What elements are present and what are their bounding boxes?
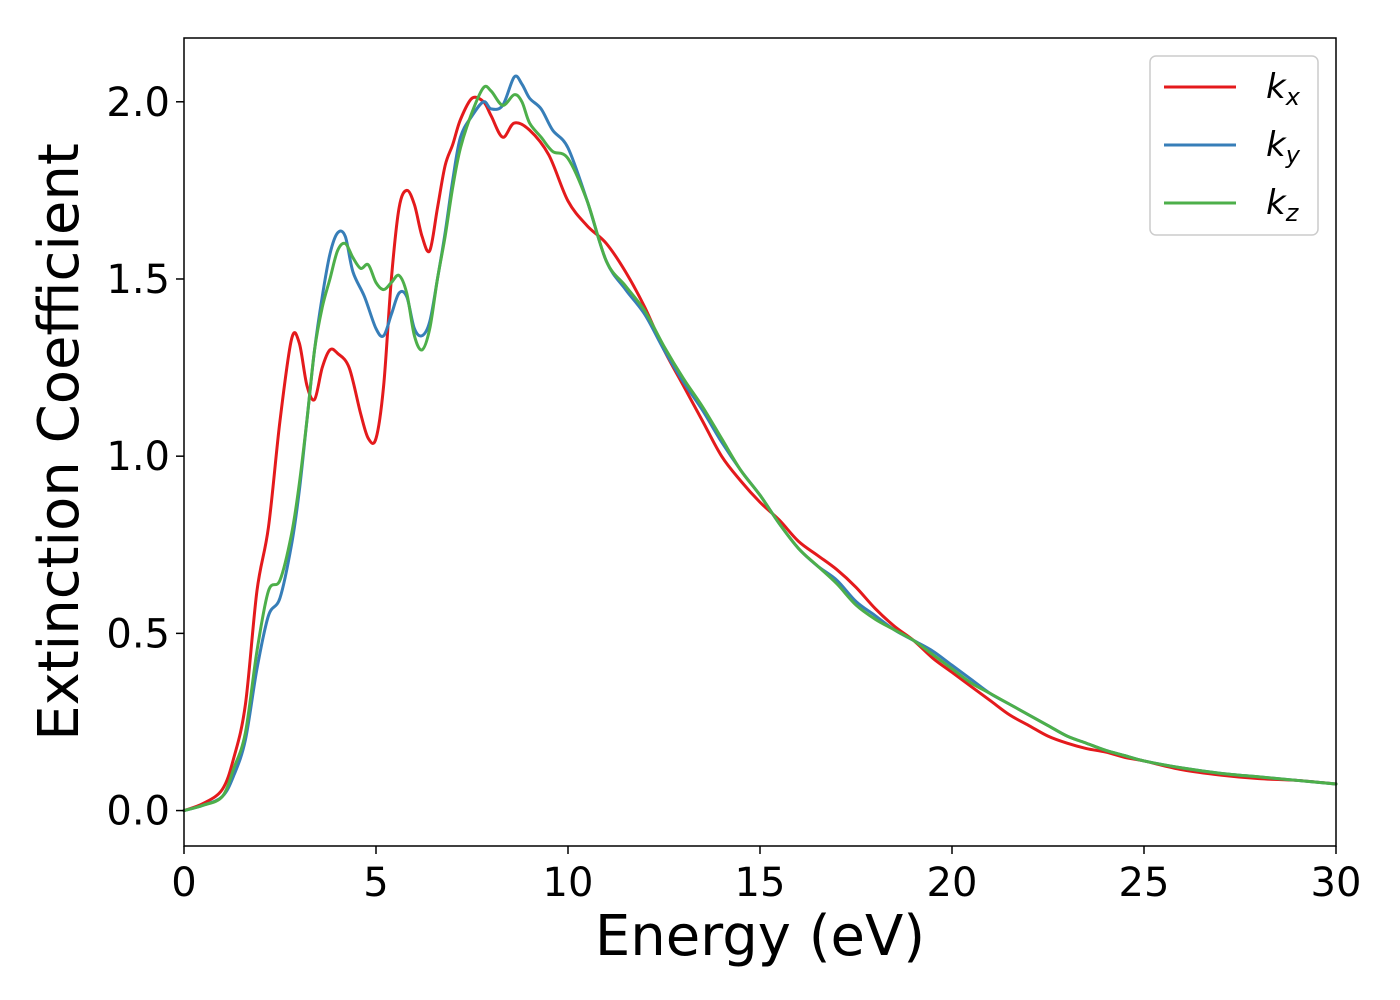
y-tick-label: 2.0 (106, 80, 170, 126)
y-tick-label: 1.5 (106, 257, 170, 303)
x-tick-label: 25 (1119, 860, 1170, 906)
x-tick-label: 20 (927, 860, 978, 906)
y-tick-label: 1.0 (106, 434, 170, 480)
series-line-k-x (182, 95, 1338, 813)
legend-label: kx (1266, 67, 1301, 111)
legend-label: ky (1266, 125, 1301, 169)
x-tick-label: 30 (1311, 860, 1362, 906)
x-tick-label: 10 (543, 860, 594, 906)
y-tick-label: 0.5 (106, 611, 170, 657)
legend-items: kx ky kz (1164, 67, 1301, 227)
series-layer (182, 74, 1338, 813)
legend-label: kz (1266, 183, 1300, 227)
y-tick-label: 0.0 (106, 789, 170, 835)
legend: kx ky kz (1149, 55, 1319, 236)
y-axis-label: Extinction Coefficient (27, 143, 92, 741)
y-axis-ticks: 0.0 0.5 1.0 1.5 2.0 (106, 80, 184, 835)
x-axis-label: Energy (eV) (595, 904, 925, 969)
x-tick-label: 15 (735, 860, 786, 906)
x-axis-ticks: 0 5 10 15 20 25 30 (171, 846, 1361, 906)
x-tick-label: 0 (171, 860, 196, 906)
x-tick-label: 5 (363, 860, 388, 906)
series-line-k-z (182, 84, 1338, 813)
